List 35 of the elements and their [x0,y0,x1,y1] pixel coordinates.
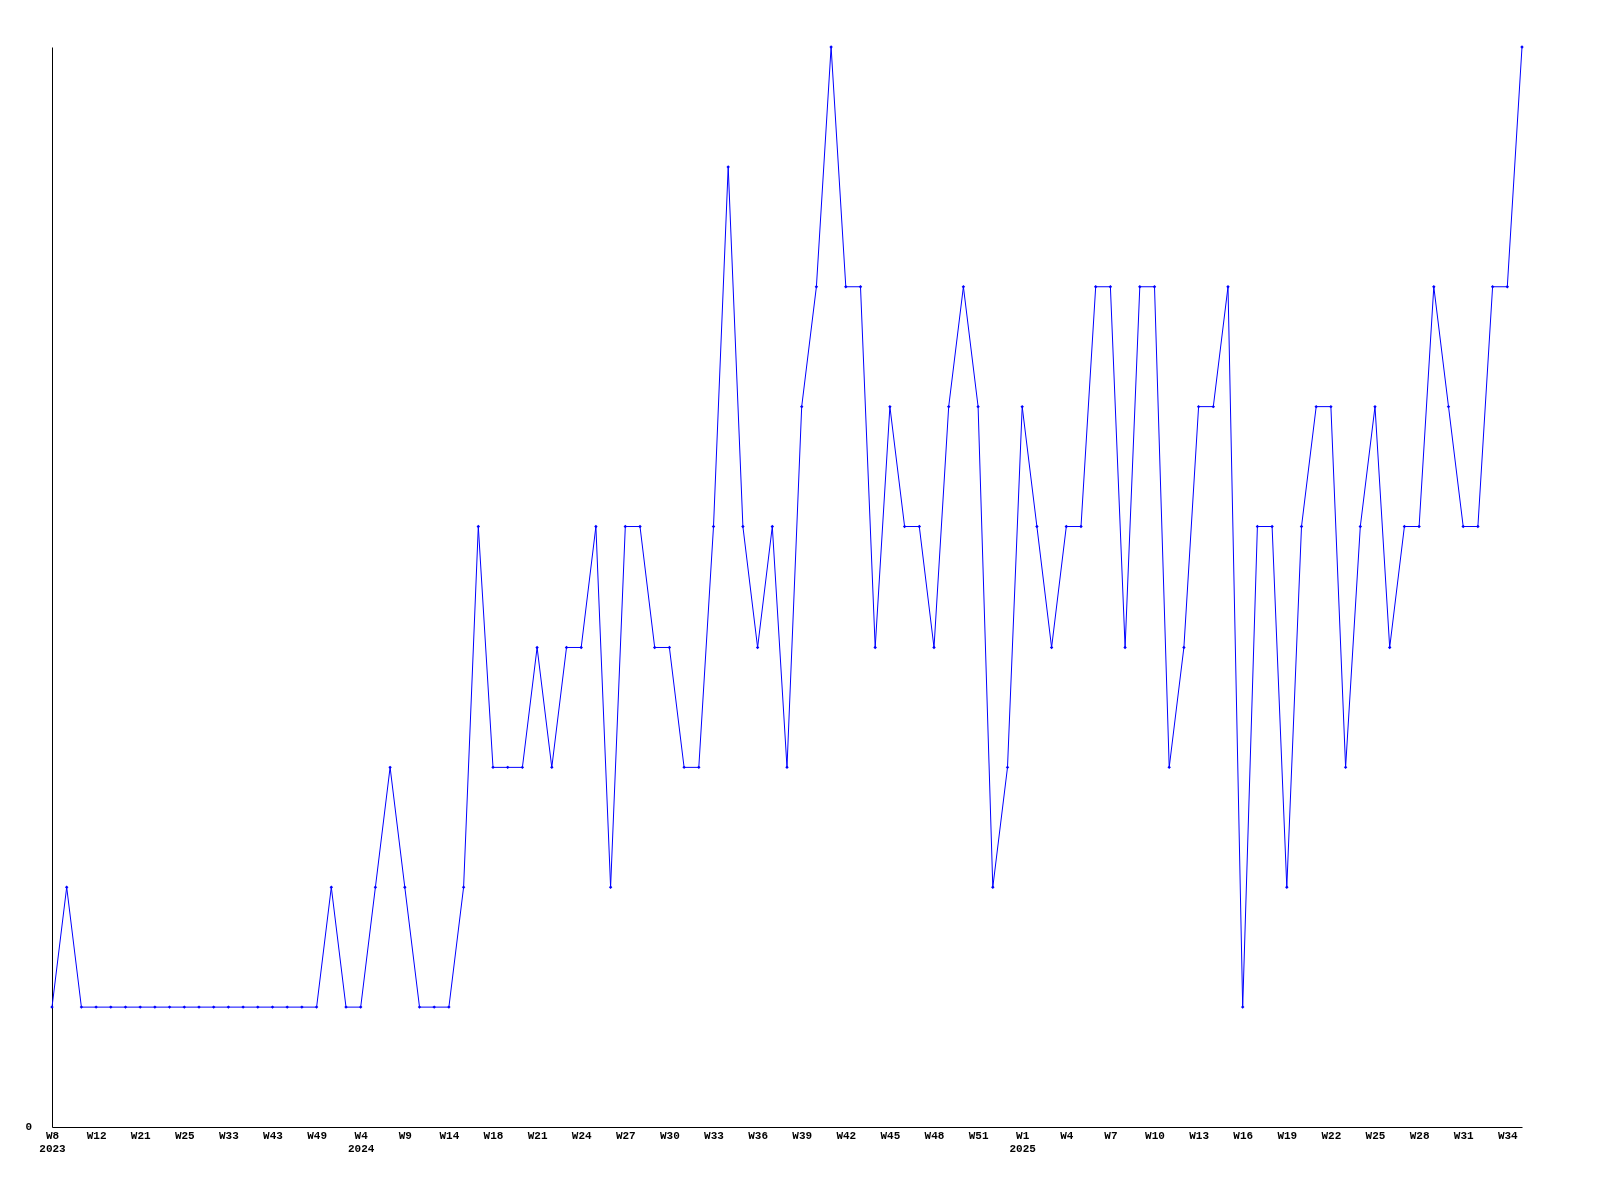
x-tick-label: W51 [968,1129,989,1142]
x-tick-label: W36 [748,1129,769,1142]
x-tick-label: W14 [439,1129,460,1142]
x-tick-label: W45 [880,1129,901,1142]
x-tick-label: W8 2023 [39,1129,67,1155]
x-tick-label: W21 [527,1129,548,1142]
x-tick-label: W42 [836,1129,857,1142]
x-tick-label: W10 [1145,1129,1165,1142]
x-tick-label: W22 [1321,1129,1342,1142]
x-tick-label: W49 [307,1129,328,1142]
x-tick-label: W27 [615,1129,636,1142]
x-tick-label: W28 [1409,1129,1430,1142]
x-tick-label: W39 [792,1129,813,1142]
x-tick-label: W34 [1497,1129,1519,1142]
x-tick-label: W9 [398,1129,412,1142]
x-tick-label: W21 [130,1129,151,1142]
x-tick-label: W13 [1189,1129,1210,1142]
x-tick-label: W25 [1365,1129,1386,1142]
x-tick-label: W16 [1233,1129,1254,1142]
x-tick-label: W4 2024 [348,1129,375,1155]
x-tick-label: W4 [1060,1129,1074,1142]
x-tick-label: W19 [1277,1129,1298,1142]
x-tick-label: W43 [263,1129,284,1142]
x-tick-label: W33 [704,1129,725,1142]
x-tick-label: W25 [174,1129,196,1142]
x-tick-label: W48 [924,1129,945,1142]
text: 0 [25,1121,32,1133]
x-tick-label: W30 [659,1129,680,1142]
x-tick-label: W18 [483,1129,504,1142]
x-tick-label: W1 2025 [1009,1129,1037,1155]
x-tick-label: W12 [86,1129,107,1142]
x-tick-label: W24 [571,1129,592,1142]
x-tick-label: W31 [1453,1129,1474,1142]
x-tick-label: W33 [218,1129,240,1142]
x-tick-label: W7 [1104,1129,1118,1142]
